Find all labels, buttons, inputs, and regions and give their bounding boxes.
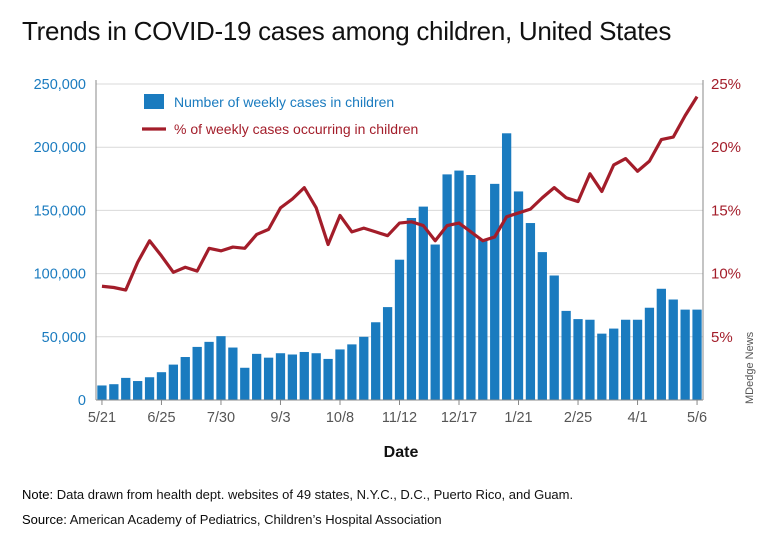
- bar: [228, 347, 238, 400]
- bar: [240, 367, 250, 400]
- left-tick-label: 200,000: [34, 140, 86, 156]
- bar: [692, 309, 702, 400]
- bar-series: [97, 133, 702, 401]
- bar: [501, 133, 512, 401]
- bar: [621, 319, 631, 400]
- bar: [156, 372, 167, 400]
- legend-label-bars: Number of weekly cases in children: [174, 94, 394, 110]
- chart-title: Trends in COVID-19 cases among children,…: [22, 16, 672, 46]
- x-tick-label: 1/21: [504, 410, 532, 426]
- bar: [216, 336, 226, 400]
- bar: [144, 377, 155, 400]
- bar: [609, 328, 619, 400]
- bar: [394, 259, 405, 400]
- bar: [490, 183, 500, 400]
- right-tick-label: 5%: [711, 329, 733, 346]
- bar: [478, 239, 488, 400]
- right-tick-label: 20%: [711, 139, 741, 156]
- left-tick-label: 0: [78, 393, 86, 409]
- bar: [382, 307, 393, 400]
- x-tick-label: 12/17: [441, 410, 477, 426]
- right-tick-label: 15%: [711, 202, 741, 219]
- note: Note: Data drawn from health dept. websi…: [22, 487, 573, 502]
- bar: [668, 299, 678, 400]
- bar: [121, 377, 131, 400]
- bar: [335, 349, 345, 400]
- bar: [133, 381, 143, 400]
- bar: [644, 307, 655, 400]
- x-tick-label: 2/25: [564, 410, 592, 426]
- note-label: Note:: [22, 487, 54, 502]
- x-tick-label: 9/3: [270, 410, 290, 426]
- left-tick-label: 250,000: [34, 77, 86, 93]
- bar: [204, 341, 214, 400]
- x-tick-label: 4/1: [627, 410, 647, 426]
- note-text: Data drawn from health dept. websites of…: [56, 487, 574, 502]
- bar: [287, 354, 298, 400]
- left-tick-label: 150,000: [34, 203, 86, 219]
- chart: 0 50,000 100,000 150,000 200,000 250,000 5% 10…: [34, 76, 756, 461]
- right-tick-label: 25%: [711, 76, 741, 93]
- x-tick-label: 6/25: [147, 410, 175, 426]
- bar: [573, 319, 583, 400]
- x-tick-label: 7/30: [207, 410, 235, 426]
- x-tick-label: 11/12: [382, 410, 417, 426]
- bar: [454, 170, 464, 400]
- bar: [311, 353, 321, 400]
- legend: Number of weekly cases in children % of w…: [142, 94, 418, 137]
- bar: [109, 384, 119, 400]
- source: Source: American Academy of Pediatrics, …: [22, 512, 442, 527]
- bar: [442, 174, 452, 400]
- bar: [513, 191, 524, 400]
- bar: [359, 336, 369, 400]
- bar: [275, 353, 286, 400]
- x-tick-label: 5/21: [88, 410, 116, 426]
- bar: [549, 275, 559, 400]
- bar: [192, 346, 202, 400]
- bar: [418, 206, 428, 400]
- bar: [632, 319, 643, 400]
- left-tick-label: 50,000: [42, 330, 86, 346]
- legend-swatch-bars: [144, 94, 164, 109]
- bar: [466, 175, 476, 400]
- right-tick-label: 10%: [711, 266, 741, 283]
- x-tick-label: 5/6: [687, 410, 707, 426]
- bar: [252, 353, 262, 400]
- watermark: MDedge News: [744, 331, 756, 404]
- bar: [585, 319, 595, 400]
- bar: [537, 252, 547, 400]
- left-axis-ticks: 0 50,000 100,000 150,000 200,000 250,000: [34, 77, 86, 409]
- bar: [371, 322, 381, 400]
- line-series: [101, 95, 699, 292]
- bar: [347, 344, 357, 400]
- bar: [406, 217, 417, 400]
- x-axis-ticks: 5/21 6/25 7/30 9/3 10/8 11/12 12/17 1/21 2/25 4/1…: [88, 400, 707, 426]
- bar: [561, 310, 571, 400]
- bar: [180, 357, 190, 400]
- bar: [680, 309, 690, 400]
- x-axis-label: Date: [384, 444, 419, 461]
- bar: [97, 385, 107, 400]
- bar: [525, 223, 536, 400]
- source-text: American Academy of Pediatrics, Children…: [69, 512, 442, 527]
- source-label: Source:: [22, 512, 67, 527]
- bar: [299, 351, 309, 400]
- bar: [430, 244, 440, 400]
- bar: [263, 357, 274, 400]
- right-axis-ticks: 5% 10% 15% 20% 25%: [711, 76, 741, 346]
- legend-label-line: % of weekly cases occurring in children: [174, 121, 418, 137]
- bar: [168, 364, 178, 400]
- bar: [597, 333, 607, 400]
- left-tick-label: 100,000: [34, 267, 86, 283]
- x-tick-label: 10/8: [326, 410, 354, 426]
- bar: [656, 288, 666, 400]
- bar: [323, 358, 333, 400]
